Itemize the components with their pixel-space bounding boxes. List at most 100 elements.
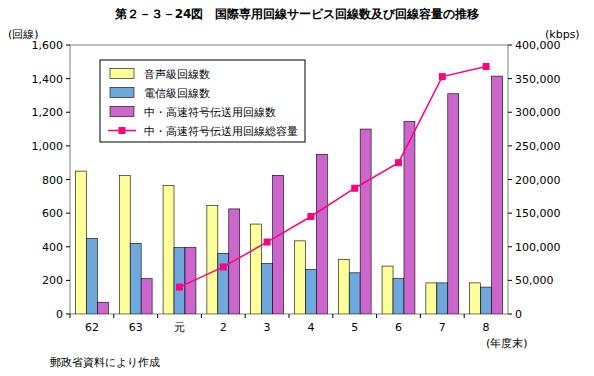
source-note: 郵政省資料により作成 [50, 356, 160, 369]
y2-tick-label: 250,000 [515, 140, 561, 153]
bar [426, 283, 437, 314]
y2-tick-label: 350,000 [515, 73, 561, 86]
y2-tick-label: 50,000 [515, 274, 554, 287]
bar [86, 238, 97, 314]
marker [439, 73, 446, 80]
legend-swatch [110, 69, 134, 79]
x-tick [201, 314, 202, 318]
plot-area [70, 45, 508, 314]
legend-label: 中・高速符号伝送用回線総容量 [144, 125, 298, 138]
x-tick-label: 63 [129, 321, 143, 334]
y-tick-label: 1,600 [32, 39, 64, 52]
x-tick [157, 314, 158, 318]
y2-tick [508, 45, 512, 46]
marker [483, 63, 490, 70]
legend-box [100, 60, 305, 142]
legend-swatch [119, 127, 126, 134]
bar [437, 283, 448, 314]
y-tick [66, 246, 70, 247]
legend-label: 音声級回線数 [144, 68, 210, 81]
y-tick-label: 0 [56, 308, 63, 321]
bar [174, 248, 185, 314]
y-tick-label: 1,400 [32, 73, 64, 86]
y2-tick [508, 246, 512, 247]
y2-tick-label: 300,000 [515, 106, 561, 119]
y2-tick [508, 314, 512, 315]
y-tick-label: 800 [42, 174, 63, 187]
bar [262, 264, 273, 314]
title: 第２－３－24図 国際専用回線サービス回線数及び回線容量の推移 [114, 7, 480, 21]
y2-tick-label: 200,000 [515, 174, 561, 187]
marker [351, 185, 358, 192]
x-tick [113, 314, 114, 318]
x-tick-label: 元 [174, 321, 185, 334]
y2-tick [508, 213, 512, 214]
bar [481, 287, 492, 314]
y-tick [66, 78, 70, 79]
bar [393, 279, 404, 314]
y-tick [66, 179, 70, 180]
marker [264, 239, 271, 246]
x-tick [376, 314, 377, 318]
bar [349, 273, 360, 314]
bar [360, 129, 371, 314]
y2-tick-label: 0 [515, 308, 522, 321]
marker [176, 284, 183, 291]
bar [218, 253, 229, 314]
bar [305, 269, 316, 314]
bar [382, 266, 393, 314]
bar [130, 243, 141, 314]
bar [294, 241, 305, 314]
x-tick [70, 314, 71, 318]
y2-tick-label: 400,000 [515, 39, 561, 52]
legend: 音声級回線数電信級回線数中・高速符号伝送用回線数中・高速符号伝送用回線総容量 [100, 60, 305, 142]
bar [97, 302, 108, 314]
bar [119, 175, 130, 314]
x-tick-label: 3 [264, 321, 271, 334]
bar [470, 283, 481, 314]
y2-tick [508, 112, 512, 113]
y-tick-label: 1,000 [32, 140, 64, 153]
bar [404, 121, 415, 314]
legend-label: 中・高速符号伝送用回線数 [144, 106, 276, 119]
chart: 第２－３－24図 国際専用回線サービス回線数及び回線容量の推移(回線)(kbps… [0, 0, 594, 376]
bar [316, 154, 327, 314]
bar [207, 206, 218, 314]
x-tick-label: 6 [395, 321, 402, 334]
bar [273, 175, 284, 314]
x-tick-label: 5 [351, 321, 358, 334]
marker [395, 159, 402, 166]
y-tick [66, 45, 70, 46]
bar [141, 279, 152, 314]
x-tick-label: 2 [220, 321, 227, 334]
bar [75, 171, 86, 314]
marker [220, 263, 227, 270]
x-axis-label: (年度末) [486, 337, 528, 350]
y2-tick [508, 78, 512, 79]
x-tick [245, 314, 246, 318]
legend-swatch [110, 88, 134, 98]
y-tick [66, 145, 70, 146]
y2-tick [508, 145, 512, 146]
bar [163, 185, 174, 314]
y2-tick [508, 280, 512, 281]
bar [492, 76, 503, 314]
legend-label: 電信級回線数 [144, 87, 210, 100]
x-tick [289, 314, 290, 318]
y-tick-label: 1,200 [32, 106, 64, 119]
y2-tick [508, 179, 512, 180]
y2-tick-label: 100,000 [515, 241, 561, 254]
x-tick [420, 314, 421, 318]
x-tick-label: 4 [307, 321, 314, 334]
y-tick-label: 200 [42, 274, 63, 287]
bar [338, 259, 349, 314]
bar [448, 94, 459, 314]
x-tick-label: 62 [85, 321, 99, 334]
x-tick [464, 314, 465, 318]
y-tick-label: 600 [42, 207, 63, 220]
marker [307, 213, 314, 220]
y-tick [66, 112, 70, 113]
x-tick [332, 314, 333, 318]
y-tick [66, 314, 70, 315]
y-tick [66, 213, 70, 214]
